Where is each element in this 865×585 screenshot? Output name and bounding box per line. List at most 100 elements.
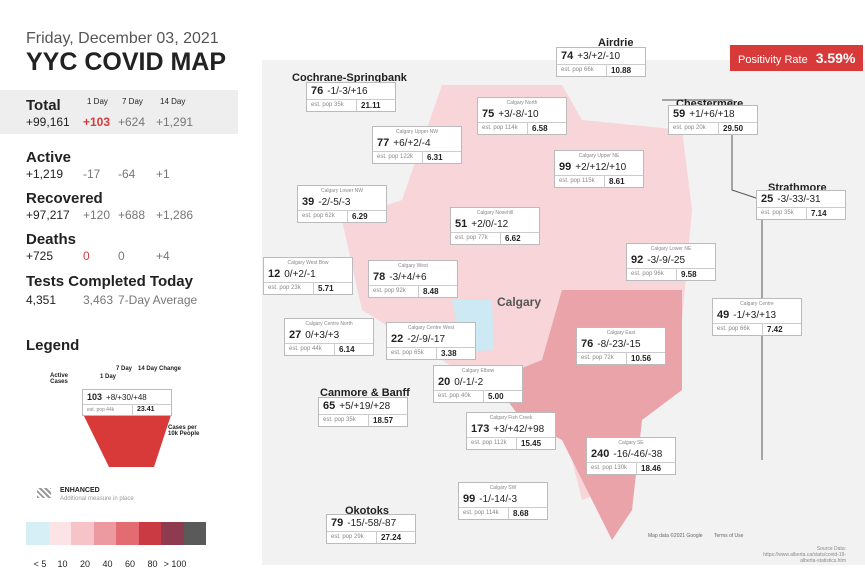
changes: +3/-8/-10 bbox=[498, 109, 539, 120]
box-row: 27 0/+3/+3 bbox=[285, 327, 373, 343]
rate: 6.29 bbox=[347, 211, 386, 222]
terms: Terms of Use bbox=[714, 533, 744, 539]
scale-swatch bbox=[71, 522, 94, 545]
stat-value: +725 bbox=[26, 249, 54, 263]
town-name: Cochrane-Springbank bbox=[292, 72, 407, 84]
region-box: Calgary Centre West 22 -2/-9/-17 est. pop 6… bbox=[386, 322, 476, 360]
enhanced-note: Additional measure in place bbox=[60, 496, 134, 502]
region-box: Calgary Centre 49 -1/+3/+13 est. pop 66k 7.4… bbox=[712, 298, 802, 336]
legend-shape bbox=[82, 412, 172, 467]
box-row: 173 +3/+42/+98 bbox=[467, 421, 555, 437]
rate: 27.24 bbox=[376, 532, 415, 543]
changes: 0/+3/+3 bbox=[305, 330, 340, 341]
scale-swatch bbox=[138, 522, 161, 545]
box-row: 51 +2/0/-12 bbox=[451, 216, 539, 232]
changes: -3/+4/+6 bbox=[389, 272, 427, 283]
box-row: est. pop 114k 6.58 bbox=[478, 122, 566, 134]
region-box: Calgary Nosehill 51 +2/0/-12 est. pop 77k 6.… bbox=[450, 207, 540, 245]
pop: est. pop 23k bbox=[268, 285, 301, 291]
changes: 0/-1/-2 bbox=[454, 377, 484, 388]
active: 103 bbox=[87, 392, 103, 402]
box-row: est. pop 77k 6.62 bbox=[451, 232, 539, 244]
scale-swatch bbox=[116, 522, 139, 545]
tests-value: 4,351 bbox=[26, 293, 57, 307]
box-row: 74 +3/+2/-10 bbox=[557, 48, 645, 64]
box-row: 59 +1/+6/+18 bbox=[669, 106, 757, 122]
positivity: Positivity Rate 3.59% bbox=[730, 45, 864, 71]
stat-value: +97,217 bbox=[26, 208, 70, 222]
town-name: Airdrie bbox=[598, 37, 634, 49]
region-box: Calgary Lower NE 92 -3/-9/-25 est. pop 96k 9… bbox=[626, 243, 716, 281]
pop: est. pop 35k bbox=[323, 417, 356, 423]
scale-label: < 5 bbox=[33, 559, 47, 569]
active: 39 bbox=[302, 196, 315, 208]
box-row: est. pop 112k 15.45 bbox=[467, 437, 555, 449]
pop: est. pop 29k bbox=[331, 534, 364, 540]
changes: +1/+6/+18 bbox=[689, 109, 735, 120]
rate: 29.50 bbox=[718, 123, 757, 134]
legend-label: Cases per 10k People bbox=[168, 425, 200, 437]
box-row: est. pop 44k 6.14 bbox=[285, 343, 373, 355]
box-row: est. pop 23k 5.71 bbox=[264, 282, 352, 294]
region-box: 59 +1/+6/+18 est. pop 20k 29.50 bbox=[668, 105, 758, 135]
changes: -1/+3/+13 bbox=[733, 310, 777, 321]
scale-label: 40 bbox=[102, 559, 113, 569]
box-row: 99 +2/+12/+10 bbox=[555, 159, 643, 175]
rate: 21.11 bbox=[356, 100, 395, 111]
stat-change: +1 bbox=[156, 167, 170, 181]
pop: est. pop 62k bbox=[302, 213, 335, 219]
active: 78 bbox=[373, 271, 386, 283]
stat-value: +99,161 bbox=[26, 115, 70, 129]
box-row: 65 +5/+19/+28 bbox=[319, 398, 407, 414]
region-name: Calgary West bbox=[398, 263, 428, 269]
legend-label: 1 Day bbox=[100, 374, 117, 380]
pop: est. pop 35k bbox=[761, 210, 794, 216]
hatch bbox=[37, 488, 51, 498]
active: 92 bbox=[631, 254, 644, 266]
tests-average-label: 7-Day Average bbox=[118, 293, 198, 307]
pop: est. pop 40k bbox=[438, 393, 471, 399]
rate: 6.62 bbox=[500, 233, 539, 244]
changes: +3/+2/-10 bbox=[577, 51, 621, 62]
region-box: Calgary SW 99 -1/-14/-3 est. pop 114k 8.68 bbox=[458, 482, 548, 520]
stat-name: Deaths bbox=[26, 231, 77, 248]
box-row: est. pop 114k 8.68 bbox=[459, 507, 547, 519]
region-box: Calgary Upper NE 99 +2/+12/+10 est. pop 115… bbox=[554, 150, 644, 188]
box-row: est. pop 20k 29.50 bbox=[669, 122, 757, 134]
rate: 18.46 bbox=[636, 463, 675, 474]
active: 20 bbox=[438, 376, 451, 388]
changes: -3/-33/-31 bbox=[777, 194, 821, 205]
box-row: est. pop 40k 5.00 bbox=[434, 390, 522, 402]
box-row: est. pop 29k 27.24 bbox=[327, 531, 415, 543]
stat-change: +1,286 bbox=[156, 208, 194, 222]
box-row: 39 -2/-5/-3 bbox=[298, 194, 386, 210]
rate: 7.42 bbox=[762, 324, 801, 335]
rate: 10.56 bbox=[626, 353, 665, 364]
pop: est. pop 20k bbox=[673, 125, 706, 131]
rate: 23.41 bbox=[132, 405, 171, 415]
active: 49 bbox=[717, 309, 730, 321]
active: 27 bbox=[289, 329, 302, 341]
box-row: est. pop 65k 3.38 bbox=[387, 347, 475, 359]
region-box: 76 -1/-3/+16 est. pop 35k 21.11 bbox=[306, 82, 396, 112]
tests-name: Tests Completed Today bbox=[26, 273, 193, 290]
pop: est. pop 65k bbox=[391, 350, 424, 356]
box-row: est. pop 35k 7.14 bbox=[757, 207, 845, 219]
box-row: 79 -15/-58/-87 bbox=[327, 515, 415, 531]
region-name: Calgary Lower NE bbox=[650, 246, 692, 252]
changes: -1/-14/-3 bbox=[479, 494, 518, 505]
pop: est. pop 44k bbox=[289, 346, 322, 352]
city-label: Calgary bbox=[497, 295, 542, 309]
changes: +3/+42/+98 bbox=[493, 424, 545, 435]
column-header: 1 Day bbox=[87, 97, 108, 106]
stat-value: +1,219 bbox=[26, 167, 64, 181]
pop: est. pop 114k bbox=[463, 510, 499, 516]
pop: est. pop 44k bbox=[87, 407, 115, 413]
pop: est. pop 112k bbox=[471, 440, 507, 446]
box-row: 92 -3/-9/-25 bbox=[627, 252, 715, 268]
scale-label: 10 bbox=[57, 559, 68, 569]
rate: 5.00 bbox=[483, 391, 522, 402]
positivity-label: Positivity Rate bbox=[738, 54, 808, 66]
active: 22 bbox=[391, 333, 404, 345]
